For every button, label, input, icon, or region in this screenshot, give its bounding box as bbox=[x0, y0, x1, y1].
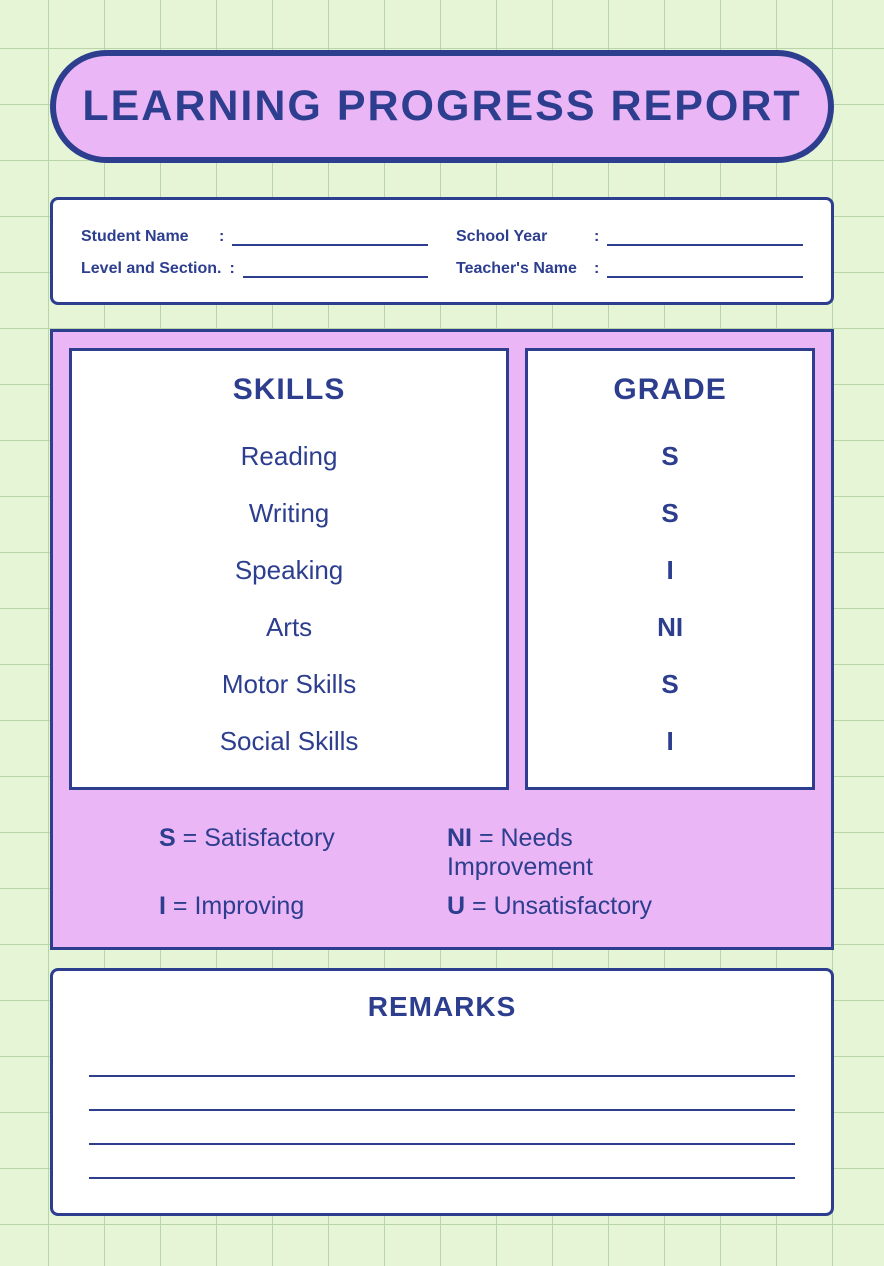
grade-value: S bbox=[538, 441, 802, 472]
skill-item: Speaking bbox=[82, 555, 496, 586]
legend-item: I = Improving bbox=[159, 892, 437, 921]
info-label: Level and Section. bbox=[81, 260, 221, 278]
grade-value: S bbox=[538, 669, 802, 700]
skill-item: Social Skills bbox=[82, 726, 496, 757]
skill-item: Arts bbox=[82, 612, 496, 643]
grade-value: S bbox=[538, 498, 802, 529]
info-row-school-year: School Year : bbox=[456, 228, 803, 246]
info-label: Teacher's Name bbox=[456, 260, 586, 278]
skills-column: SKILLS Reading Writing Speaking Arts Mot… bbox=[69, 348, 509, 790]
remarks-input-line[interactable] bbox=[89, 1047, 795, 1077]
skill-item: Writing bbox=[82, 498, 496, 529]
grade-value: I bbox=[538, 726, 802, 757]
student-name-input-line[interactable] bbox=[232, 228, 428, 246]
colon: : bbox=[594, 260, 599, 278]
colon: : bbox=[229, 260, 234, 278]
info-label: School Year bbox=[456, 228, 586, 246]
grade-value: NI bbox=[538, 612, 802, 643]
page-title: LEARNING PROGRESS REPORT bbox=[76, 82, 808, 131]
legend-item: S = Satisfactory bbox=[159, 824, 437, 882]
legend-item: U = Unsatisfactory bbox=[447, 892, 725, 921]
grades-grid: SKILLS Reading Writing Speaking Arts Mot… bbox=[69, 348, 815, 790]
info-row-level-section: Level and Section. : bbox=[81, 260, 428, 278]
info-label: Student Name bbox=[81, 228, 211, 246]
remarks-input-line[interactable] bbox=[89, 1081, 795, 1111]
skill-item: Motor Skills bbox=[82, 669, 496, 700]
remarks-box: REMARKS bbox=[50, 968, 834, 1216]
teacher-name-input-line[interactable] bbox=[607, 260, 803, 278]
grade-column: GRADE S S I NI S I bbox=[525, 348, 815, 790]
info-row-teacher-name: Teacher's Name : bbox=[456, 260, 803, 278]
grade-value: I bbox=[538, 555, 802, 586]
level-section-input-line[interactable] bbox=[243, 260, 428, 278]
title-banner: LEARNING PROGRESS REPORT bbox=[50, 50, 834, 163]
grade-header: GRADE bbox=[538, 373, 802, 407]
skills-header: SKILLS bbox=[82, 373, 496, 407]
grades-panel: SKILLS Reading Writing Speaking Arts Mot… bbox=[50, 329, 834, 950]
skill-item: Reading bbox=[82, 441, 496, 472]
colon: : bbox=[219, 228, 224, 246]
info-row-student-name: Student Name : bbox=[81, 228, 428, 246]
remarks-title: REMARKS bbox=[89, 991, 795, 1023]
legend-item: NI = Needs Improvement bbox=[447, 824, 725, 882]
school-year-input-line[interactable] bbox=[607, 228, 803, 246]
report-page: LEARNING PROGRESS REPORT Student Name : … bbox=[0, 0, 884, 1266]
legend: S = Satisfactory NI = Needs Improvement … bbox=[69, 824, 815, 931]
colon: : bbox=[594, 228, 599, 246]
remarks-input-line[interactable] bbox=[89, 1149, 795, 1179]
student-info-box: Student Name : School Year : Level and S… bbox=[50, 197, 834, 305]
remarks-input-line[interactable] bbox=[89, 1115, 795, 1145]
